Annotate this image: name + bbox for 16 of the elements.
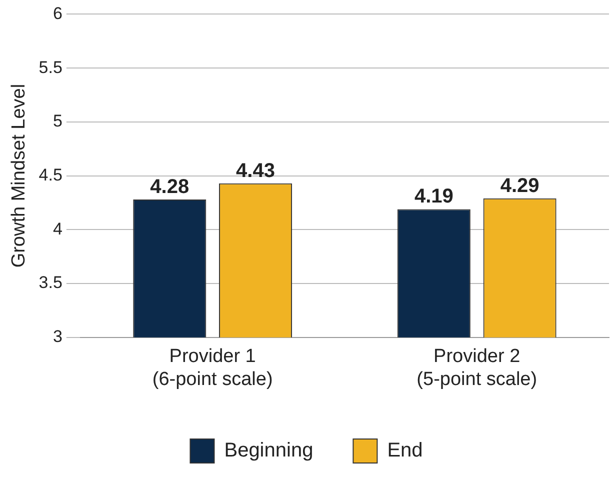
- y-tick-label: 4.5: [38, 165, 62, 184]
- legend-label: End: [387, 440, 423, 462]
- data-label: 4.29: [500, 174, 540, 197]
- y-tick-label: 3: [52, 327, 62, 346]
- y-tick-label: 5: [52, 112, 62, 131]
- data-label: 4.19: [414, 186, 454, 208]
- y-tick-label: 4: [52, 219, 62, 238]
- x-tick-label: Provider 2 (5-point scale): [416, 346, 538, 390]
- legend-label: Beginning: [224, 440, 314, 462]
- data-label: 4.28: [150, 176, 190, 198]
- data-label: 4.43: [236, 160, 275, 182]
- y-tick-label: 3.5: [38, 273, 62, 292]
- y-tick-label: 6: [52, 4, 62, 23]
- y-axis-title: Growth Mindset Level: [8, 84, 30, 268]
- y-tick-label: 5.5: [38, 58, 62, 77]
- x-tick-label: Provider 1 (6-point scale): [152, 346, 273, 390]
